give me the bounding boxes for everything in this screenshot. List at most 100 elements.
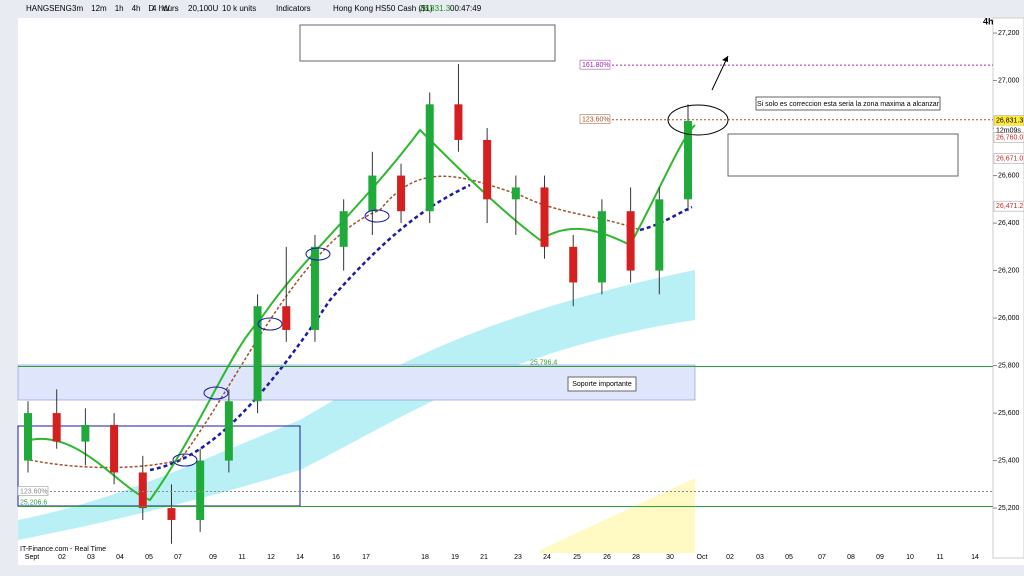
fib-label: 161.80% [582,62,610,69]
x-tick-label: 17 [362,554,370,561]
x-tick-label: 24 [543,554,551,561]
x-tick-label: 04 [116,554,124,561]
source: IT-Finance.com - Real Time [20,546,106,553]
x-tick-label: 19 [451,554,459,561]
timeframe-button[interactable]: 12m [91,4,107,13]
note-box [727,133,959,177]
price-tag [993,153,1024,164]
footer-bar [0,565,1024,576]
fib-label: 123.60% [582,117,610,124]
x-tick-label: 03 [87,554,95,561]
y-tick-label: 27,200 [998,30,1020,37]
max-zone-note: Si solo es correccion esta seria la zona… [757,101,940,108]
symbol[interactable]: HANGSENG [26,4,72,13]
x-tick-label: 08 [847,554,855,561]
timeframe-button[interactable]: W [162,4,170,13]
timeframe-button[interactable]: 3m [72,4,83,13]
candle-body [339,211,348,247]
x-tick-label: 02 [726,554,734,561]
fib-box [17,486,49,496]
arrow [711,55,729,91]
y-tick-label: 26,600 [998,172,1020,179]
toolbar-units[interactable]: 10 k units [222,4,256,13]
level-label: 25,206.6 [20,499,47,506]
x-tick-label: 12 [267,554,275,561]
candle-body [167,508,176,520]
x-tick-label: 07 [818,554,826,561]
x-tick-label: 28 [632,554,640,561]
x-tick-label: 09 [209,554,217,561]
x-tick-label: 09 [876,554,884,561]
x-tick-label: 07 [174,554,182,561]
fib-box [579,59,611,70]
support-note: Soporte importante [572,381,632,388]
price-tag [993,132,1024,143]
arrow-head [722,56,728,62]
timeframe-button[interactable]: 1h [115,4,124,13]
candle-body [196,460,205,520]
price-axis [992,17,1024,559]
x-tick-label: 23 [514,554,522,561]
price-tag-label: 26,671.0 [996,156,1023,163]
candle-body [282,306,291,330]
x-tick-label: 11 [936,554,943,561]
x-tick-label: 25 [573,554,581,561]
price-tag-label: 26,831.3 [996,117,1023,124]
x-tick-label: 10 [906,554,914,561]
toolbar [0,0,1024,18]
note-box [755,96,941,111]
x-tick-label: 05 [145,554,153,561]
yellow-band [540,478,695,553]
x-tick-label: Sept [25,554,39,561]
countdown: 12m09s [996,127,1021,134]
toolbar-period[interactable]: 4 hours [152,4,179,13]
moving-average-long [149,183,471,472]
timeframe-button[interactable]: 4h [132,4,141,13]
x-tick-label: 18 [421,554,429,561]
candle-body [397,175,406,212]
candle-body [597,211,606,283]
candle-body [24,413,32,461]
toolbar-price[interactable]: 26,831.3 [419,4,451,13]
countdown-tag [994,125,1024,135]
moving-average-mid [29,175,641,469]
candle-body [655,199,664,271]
candle-body [425,104,434,212]
y-tick-label: 25,400 [998,457,1020,464]
candle-body [224,401,233,461]
note-box [567,376,637,392]
x-tick-label: 05 [785,554,793,561]
candle-body [138,472,147,509]
price-tag [993,200,1024,212]
price-tag-label: 26,760.0 [996,134,1023,141]
toolbar-indicators[interactable]: Indicators [276,4,311,13]
x-tick-label: 14 [971,554,979,561]
y-tick-label: 25,200 [998,505,1020,512]
y-tick-label: 27,000 [998,77,1020,84]
y-tick-label: 26,200 [998,267,1020,274]
range-box [17,425,301,507]
envelope-band [18,270,695,540]
candle-body [310,246,319,330]
x-tick-label: 03 [756,554,764,561]
timeframe-button[interactable]: D [149,4,155,13]
price-tag-label: 26,471.2 [996,203,1023,210]
toolbar-instrument: Hong Kong HS50 Cash ($1) [333,4,433,13]
x-tick-label: 21 [480,554,488,561]
x-tick-label: 14 [296,554,304,561]
toolbar-amount[interactable]: 20,100U [188,4,218,13]
y-tick-label: 26,000 [998,315,1020,322]
candle-body [511,187,520,200]
y-tick-label: 26,400 [998,220,1020,227]
fib-box [579,114,611,125]
fib-label: 123.60% [20,488,48,495]
x-tick-label: 02 [58,554,66,561]
candle-body [540,187,549,247]
level-label: 25,796.4 [530,359,557,366]
toolbar-clock[interactable]: 00:47:49 [450,4,482,13]
note-box [299,24,556,62]
candle-body [110,424,119,473]
x-tick-label: 26 [603,554,611,561]
candle-body [253,306,262,402]
